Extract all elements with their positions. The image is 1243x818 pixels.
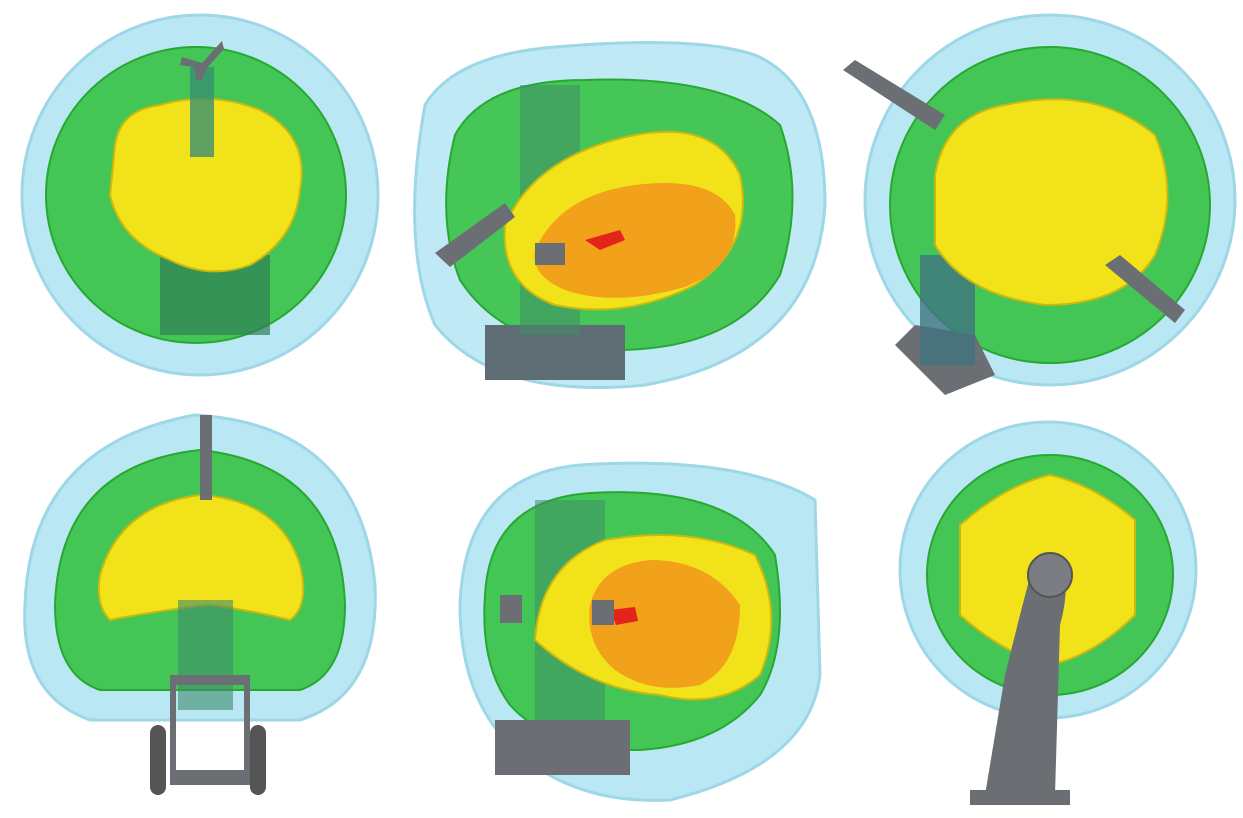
gripper-left: [500, 595, 522, 623]
core-red: [585, 230, 625, 250]
robot-base: [495, 720, 630, 775]
workspace-render-6: [898, 420, 1198, 805]
robot-mast: [200, 415, 212, 500]
cart-leg-left: [170, 680, 176, 775]
workspace-render-3: [843, 13, 1237, 395]
core-orange: [534, 183, 736, 298]
workspace-render-2: [413, 41, 827, 389]
workspace-render-5: [458, 461, 822, 802]
workspace-view-3: [835, 5, 1240, 400]
cart-leg-right: [244, 680, 250, 775]
workspace-view-4: [10, 405, 390, 805]
workspace-render-4: [23, 413, 377, 795]
cart-frame: [170, 675, 250, 685]
inner-core: [97, 493, 305, 622]
workspace-render-1: [20, 13, 380, 377]
gripper: [180, 41, 224, 80]
robot-joint: [1027, 552, 1073, 598]
robot-arm: [985, 553, 1066, 795]
arm-left: [435, 203, 515, 267]
workspace-view-2: [395, 25, 835, 400]
robot-arm: [190, 67, 214, 157]
robot-base: [970, 790, 1070, 805]
wheel-left: [150, 725, 166, 795]
inner-core: [108, 97, 303, 273]
arm-lower: [1105, 255, 1185, 323]
workspace-view-6: [885, 415, 1210, 815]
workspace-view-5: [440, 445, 830, 815]
robot-column: [178, 600, 233, 710]
inner-core: [934, 98, 1169, 307]
core-red: [610, 607, 638, 625]
arm-upper: [843, 60, 945, 130]
gripper-left: [535, 243, 565, 265]
workspace-view-1: [10, 5, 390, 390]
core-orange: [589, 560, 740, 688]
wheel-right: [250, 725, 266, 795]
cart-base: [170, 770, 250, 785]
gripper-right: [592, 600, 614, 625]
